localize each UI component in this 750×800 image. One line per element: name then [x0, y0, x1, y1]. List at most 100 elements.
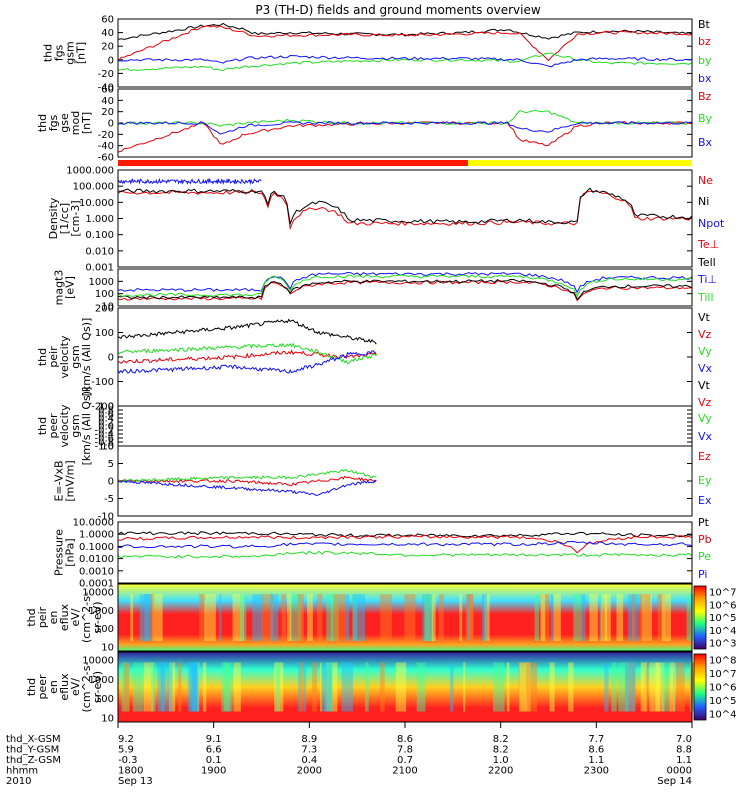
spectrogram-band [312, 662, 317, 712]
panel-fgs_gsm: 60 40 20 0 -20 -40 Bt bz by bx [98, 15, 712, 94]
spectrogram-band [197, 662, 200, 712]
x-axis-value: 7.7 [588, 734, 604, 745]
legend-entry: Ti⊥ [697, 273, 717, 286]
y-axis-label-line: (cm^2-s- [80, 592, 93, 643]
spectrogram-band [270, 594, 279, 641]
y-axis-label: Density[1/cc][cm-3] [47, 197, 82, 239]
colorbar: 10^710^6 10^5 10^4 10^3 [693, 585, 736, 650]
colorbar-scale [693, 585, 707, 650]
legend-entry: Te⊥ [697, 238, 719, 251]
spectrogram-band [224, 662, 230, 712]
legend-entry: Bt [698, 18, 711, 31]
spectrogram-band [568, 662, 574, 712]
spectrogram-band [139, 594, 152, 641]
spectrogram-band [540, 594, 546, 641]
y-axis-label-line: thd [25, 678, 38, 696]
y-axis-label-line: thd [36, 417, 49, 435]
x-axis-value: 7.0 [676, 734, 692, 745]
panel-frame [117, 445, 693, 517]
spectrogram-band [550, 594, 554, 641]
colorbar-tick-label: 10^8 [709, 656, 736, 667]
spectrogram-band [319, 662, 323, 712]
y-axis-label-line: sr-eV) [91, 671, 104, 703]
y-tick-label: 100 [95, 328, 114, 339]
y-tick-label: -40 [98, 141, 114, 152]
spectrogram-band [534, 594, 540, 641]
spectrogram-band [333, 594, 346, 641]
y-tick-label: -200 [91, 402, 114, 413]
spectrogram-band [130, 594, 134, 641]
spectrogram-band [300, 662, 303, 712]
y-axis-label-line: Density [47, 197, 60, 239]
y-axis-label-line: [cm-3] [69, 200, 82, 236]
y-tick-label: -20 [98, 69, 114, 80]
x-axis-value: 0.4 [301, 755, 317, 766]
spectrogram-band [611, 662, 617, 712]
y-axis-label-line: velocity [58, 335, 71, 378]
spectrogram-band [518, 662, 528, 712]
series-line [118, 479, 377, 496]
series-line [118, 22, 692, 40]
x-axis-value: 8.2 [493, 745, 509, 756]
y-axis-label-line: en [47, 680, 60, 694]
legend-entry: Pb [698, 533, 712, 546]
y-axis-label: Pressure[nPa] [53, 529, 77, 576]
spectrogram-band [166, 662, 173, 712]
legend-entry: Ez [698, 450, 711, 463]
y-tick-label: 0.8 [98, 406, 114, 417]
y-tick-label: 0.0 [98, 422, 114, 433]
spectrogram-band [352, 594, 356, 641]
y-tick-label: 10.000 [79, 198, 114, 209]
series-line [118, 187, 692, 226]
y-tick-label: 100 [95, 624, 114, 635]
spectrogram-band [438, 594, 444, 641]
spectrogram-band [326, 662, 338, 712]
y-tick-label: 1.0 [98, 402, 114, 413]
y-tick-label: 40 [101, 28, 114, 39]
series-line [118, 469, 377, 483]
spectrogram-band [261, 594, 274, 641]
spectrogram-band [233, 662, 241, 712]
spectrogram-band [669, 662, 676, 712]
y-tick-label: -0.4 [94, 430, 114, 441]
spectrogram-band [232, 594, 245, 641]
x-axis-value: 0.1 [206, 755, 222, 766]
spectrogram-band [132, 662, 144, 712]
spectrogram-band [625, 662, 632, 712]
spectrogram-band [424, 594, 433, 641]
x-axis-value: 2000 [297, 766, 322, 777]
legend: Ez Ey Ex [698, 450, 712, 507]
spectrogram-band [143, 662, 154, 712]
spectrogram-band [144, 594, 150, 641]
y-axis-label-line: magt3 [53, 270, 66, 306]
x-axis-value: Sep 14 [657, 776, 692, 787]
series-line [118, 534, 692, 554]
legend-entry: Vt [698, 311, 711, 324]
y-tick-label: 60 [101, 15, 114, 26]
legend-entry: Ne [698, 174, 713, 187]
y-axis-label-line: Pressure [53, 529, 66, 576]
spectrogram-band [604, 662, 609, 712]
legend: Bz By Bx [698, 90, 713, 149]
y-axis-label-line: peer [47, 413, 60, 439]
spectrogram-band [404, 594, 416, 641]
y-tick-label: -40 [98, 83, 114, 94]
panel-peir_velocity: 200 100 0 -100 -200 Vt Vz Vy Vx [91, 304, 712, 413]
y-tick-label: 1.000 [85, 214, 114, 225]
series-line [118, 121, 692, 135]
y-tick-label: 100.000 [73, 182, 114, 193]
spectrogram-band [380, 594, 392, 641]
spectrogram-band [306, 594, 313, 641]
x-axis-row-label: thd_X-GSM [6, 734, 61, 745]
spectrogram-band [150, 594, 155, 641]
spectrogram-band [239, 594, 247, 641]
series-group [118, 109, 692, 153]
spectrogram-band [204, 594, 216, 641]
spectrogram-band [431, 594, 436, 641]
x-axis-value: 0.7 [397, 755, 413, 766]
spectrogram-band [526, 662, 538, 712]
